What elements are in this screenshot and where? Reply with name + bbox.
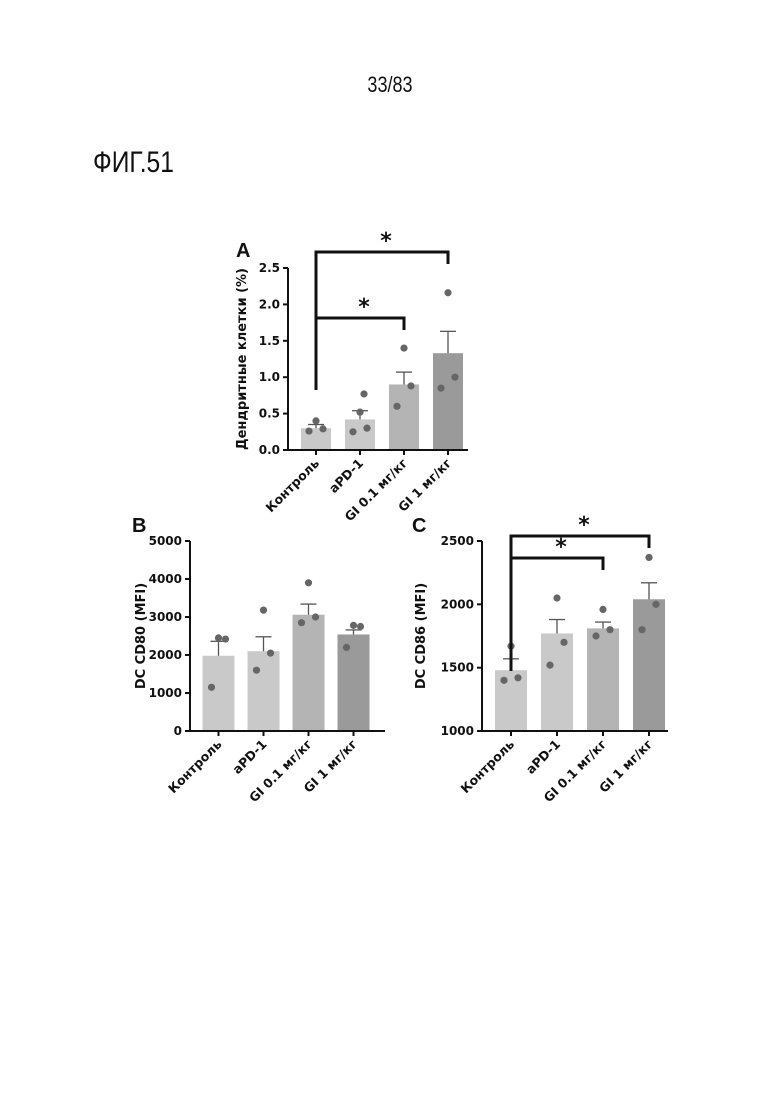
panel-c-category-label-0: Контроль bbox=[458, 736, 518, 796]
panel-a-ytick-label-2: 1.0 bbox=[259, 370, 280, 384]
panel-b-bar-1 bbox=[248, 651, 280, 731]
panel-a-point-0-1 bbox=[319, 425, 326, 432]
panel-c-bar-3 bbox=[633, 599, 665, 731]
panel-b-bar-2 bbox=[293, 615, 325, 731]
panel-b-bar-0 bbox=[203, 656, 235, 731]
panel-b-point-1-2 bbox=[260, 607, 267, 614]
panel-c-ytick-label-3: 2500 bbox=[441, 534, 474, 548]
panel-a-point-3-1 bbox=[451, 374, 458, 381]
panel-c-point-2-1 bbox=[606, 626, 613, 633]
panel-c-bar-1 bbox=[541, 633, 573, 731]
panel-a-point-1-1 bbox=[363, 425, 370, 432]
panel-b-ytick-label-2: 2000 bbox=[149, 648, 182, 662]
panel-a-bar-3 bbox=[433, 353, 463, 450]
panel-c-point-3-0 bbox=[638, 626, 645, 633]
panel-b-point-3-1 bbox=[357, 623, 364, 630]
panel-b-ytick-label-3: 3000 bbox=[149, 610, 182, 624]
panel-c-significance-star-1: * bbox=[578, 513, 590, 538]
panel-c-letter: C bbox=[412, 515, 426, 537]
panel-b-point-1-0 bbox=[253, 667, 260, 674]
panel-b-ytick-label-5: 5000 bbox=[149, 534, 182, 548]
panel-a-y-axis-label: Дендритные клетки (%) bbox=[235, 268, 250, 450]
panel-a-category-label-0: Контроль bbox=[263, 455, 323, 515]
panel-c-point-2-0 bbox=[592, 632, 599, 639]
panel-a-point-3-2 bbox=[444, 289, 451, 296]
panel-b-point-1-1 bbox=[267, 650, 274, 657]
panel-b-letter: B bbox=[132, 515, 146, 537]
panel-b-category-label-0: Контроль bbox=[165, 736, 225, 796]
panel-b-y-axis-label: DC CD80 (MFI) bbox=[134, 583, 149, 689]
panel-a-ytick-label-0: 0.0 bbox=[259, 443, 280, 457]
panel-c-point-2-2 bbox=[599, 606, 606, 613]
panel-b-point-0-0 bbox=[208, 684, 215, 691]
panel-a-significance-bracket-1 bbox=[316, 252, 448, 390]
panel-c-point-1-1 bbox=[560, 639, 567, 646]
panel-a-bar-2 bbox=[389, 384, 419, 450]
panel-b-point-2-2 bbox=[305, 579, 312, 586]
panel-c-point-1-0 bbox=[546, 662, 553, 669]
panel-b-point-3-2 bbox=[350, 622, 357, 629]
panel-a-ytick-label-3: 1.5 bbox=[259, 334, 280, 348]
panel-b-ytick-label-1: 1000 bbox=[149, 686, 182, 700]
panel-a-ytick-label-1: 0.5 bbox=[259, 407, 280, 421]
panel-b-point-0-2 bbox=[215, 634, 222, 641]
panel-a-letter: A bbox=[236, 240, 250, 262]
panel-c-ytick-label-1: 1500 bbox=[441, 661, 474, 675]
panel-c-point-1-2 bbox=[553, 594, 560, 601]
panel-c-point-3-2 bbox=[645, 554, 652, 561]
panel-a-ytick-label-5: 2.5 bbox=[259, 261, 280, 275]
panel-a-category-label-1: aPD-1 bbox=[326, 456, 366, 496]
panel-c-point-0-0 bbox=[500, 677, 507, 684]
panel-a-point-1-2 bbox=[356, 409, 363, 416]
panel-c-bar-2 bbox=[587, 628, 619, 731]
panel-b-point-2-1 bbox=[312, 613, 319, 620]
panel-c-category-label-1: aPD-1 bbox=[523, 737, 563, 777]
panel-b-point-2-0 bbox=[298, 619, 305, 626]
panel-a-point-0-0 bbox=[305, 427, 312, 434]
panel-a-ytick-label-4: 2.0 bbox=[259, 297, 280, 311]
panel-a-significance-bracket-0 bbox=[316, 318, 404, 390]
panel-a-point-2-0 bbox=[393, 403, 400, 410]
panel-a-significance-star-1: * bbox=[380, 229, 392, 254]
panel-a-point-2-2 bbox=[400, 344, 407, 351]
panel-a-point-0-2 bbox=[312, 417, 319, 424]
panel-c-bar-0 bbox=[495, 670, 527, 731]
panel-a-point-2-1 bbox=[407, 382, 414, 389]
panel-c-point-0-1 bbox=[514, 674, 521, 681]
panel-c-significance-star-0: * bbox=[555, 535, 567, 560]
panel-c-ytick-label-0: 1000 bbox=[441, 724, 474, 738]
panel-b-point-3-0 bbox=[343, 644, 350, 651]
panel-a-point-3-0 bbox=[437, 385, 444, 392]
panel-a-point-1-3 bbox=[360, 390, 367, 397]
panel-a-point-1-0 bbox=[349, 428, 356, 435]
panel-b-bar-3 bbox=[338, 634, 370, 731]
panel-c-significance-bracket-1 bbox=[511, 536, 649, 671]
panel-b-ytick-label-4: 4000 bbox=[149, 572, 182, 586]
panel-c-y-axis-label: DC CD86 (MFI) bbox=[414, 583, 429, 689]
panel-b-ytick-label-0: 0 bbox=[174, 724, 182, 738]
panel-b-category-label-1: aPD-1 bbox=[229, 737, 269, 777]
panel-c-point-3-1 bbox=[652, 601, 659, 608]
panel-b-point-0-1 bbox=[222, 635, 229, 642]
panel-a-significance-star-0: * bbox=[358, 295, 370, 320]
panel-c-ytick-label-2: 2000 bbox=[441, 597, 474, 611]
panel-a-bar-1 bbox=[345, 419, 375, 450]
